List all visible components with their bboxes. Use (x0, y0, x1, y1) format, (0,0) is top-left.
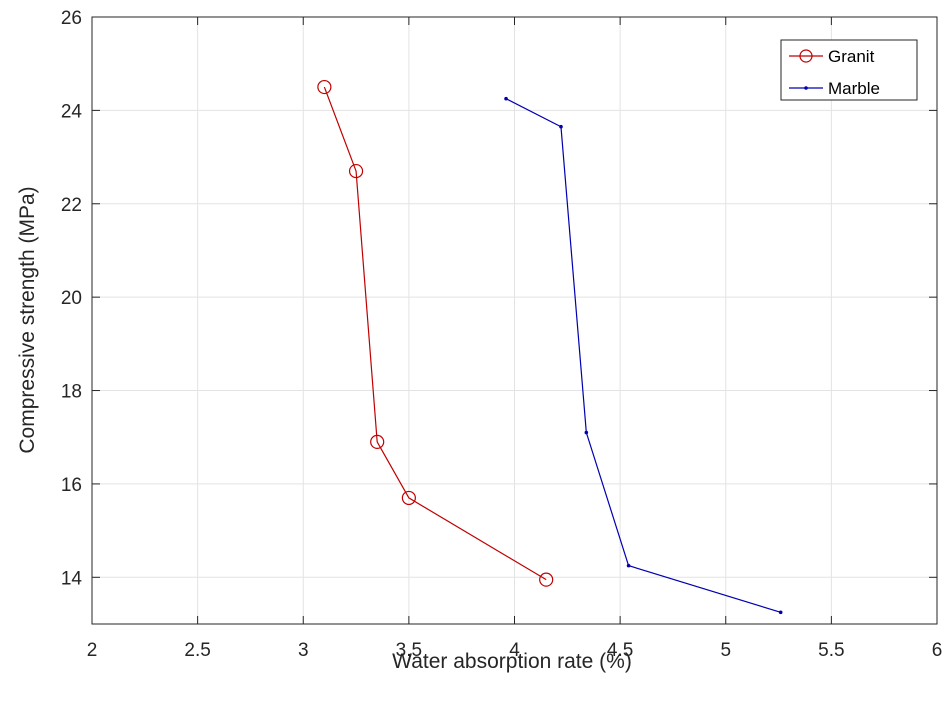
y-tick-label: 16 (61, 475, 82, 496)
x-tick-label: 2 (87, 640, 98, 661)
y-tick-label: 18 (61, 382, 82, 403)
series-line-granit (323, 86, 547, 581)
y-tick-label: 20 (61, 288, 82, 309)
data-point-granit (539, 572, 554, 587)
legend-marker-granit (799, 49, 813, 63)
x-axis-title: Water absorption rate (%) (392, 650, 632, 673)
data-point-granit (401, 490, 416, 506)
legend-label-granit: Granit (828, 47, 875, 66)
legend: Granit Marble (780, 39, 918, 101)
axes: 2 2.5 3 3.5 4 4.5 5 5.5 6 14 16 18 20 22 24 26 (61, 8, 942, 661)
x-tick-label: 2.5 (184, 640, 210, 661)
x-tick-label: 3.5 (396, 640, 422, 661)
data-point-marble (584, 430, 589, 435)
series (317, 79, 783, 615)
y-axis-title: Compressive strength (MPa) (16, 186, 39, 453)
y-tick-label: 24 (61, 101, 83, 122)
y-tick-label: 26 (61, 8, 82, 29)
x-tick-label: 4.5 (607, 640, 633, 661)
data-point-marble (504, 96, 508, 101)
legend-marker-marble (804, 86, 808, 90)
legend-label-marble: Marble (828, 79, 880, 98)
data-point-granit (370, 434, 385, 449)
data-point-granit (317, 79, 332, 95)
x-tick-label: 5 (720, 640, 731, 661)
x-tick-label: 6 (932, 640, 943, 661)
data-point-marble (559, 124, 563, 129)
y-tick-label: 14 (61, 568, 83, 589)
data-point-granit (348, 163, 364, 179)
data-point-marble (626, 563, 631, 568)
x-tick-label: 4 (509, 640, 520, 661)
grid (91, 16, 938, 624)
x-tick-label: 3 (298, 640, 309, 661)
y-tick-label: 22 (61, 195, 82, 216)
data-point-marble (778, 610, 783, 615)
x-tick-label: 5.5 (818, 640, 844, 661)
